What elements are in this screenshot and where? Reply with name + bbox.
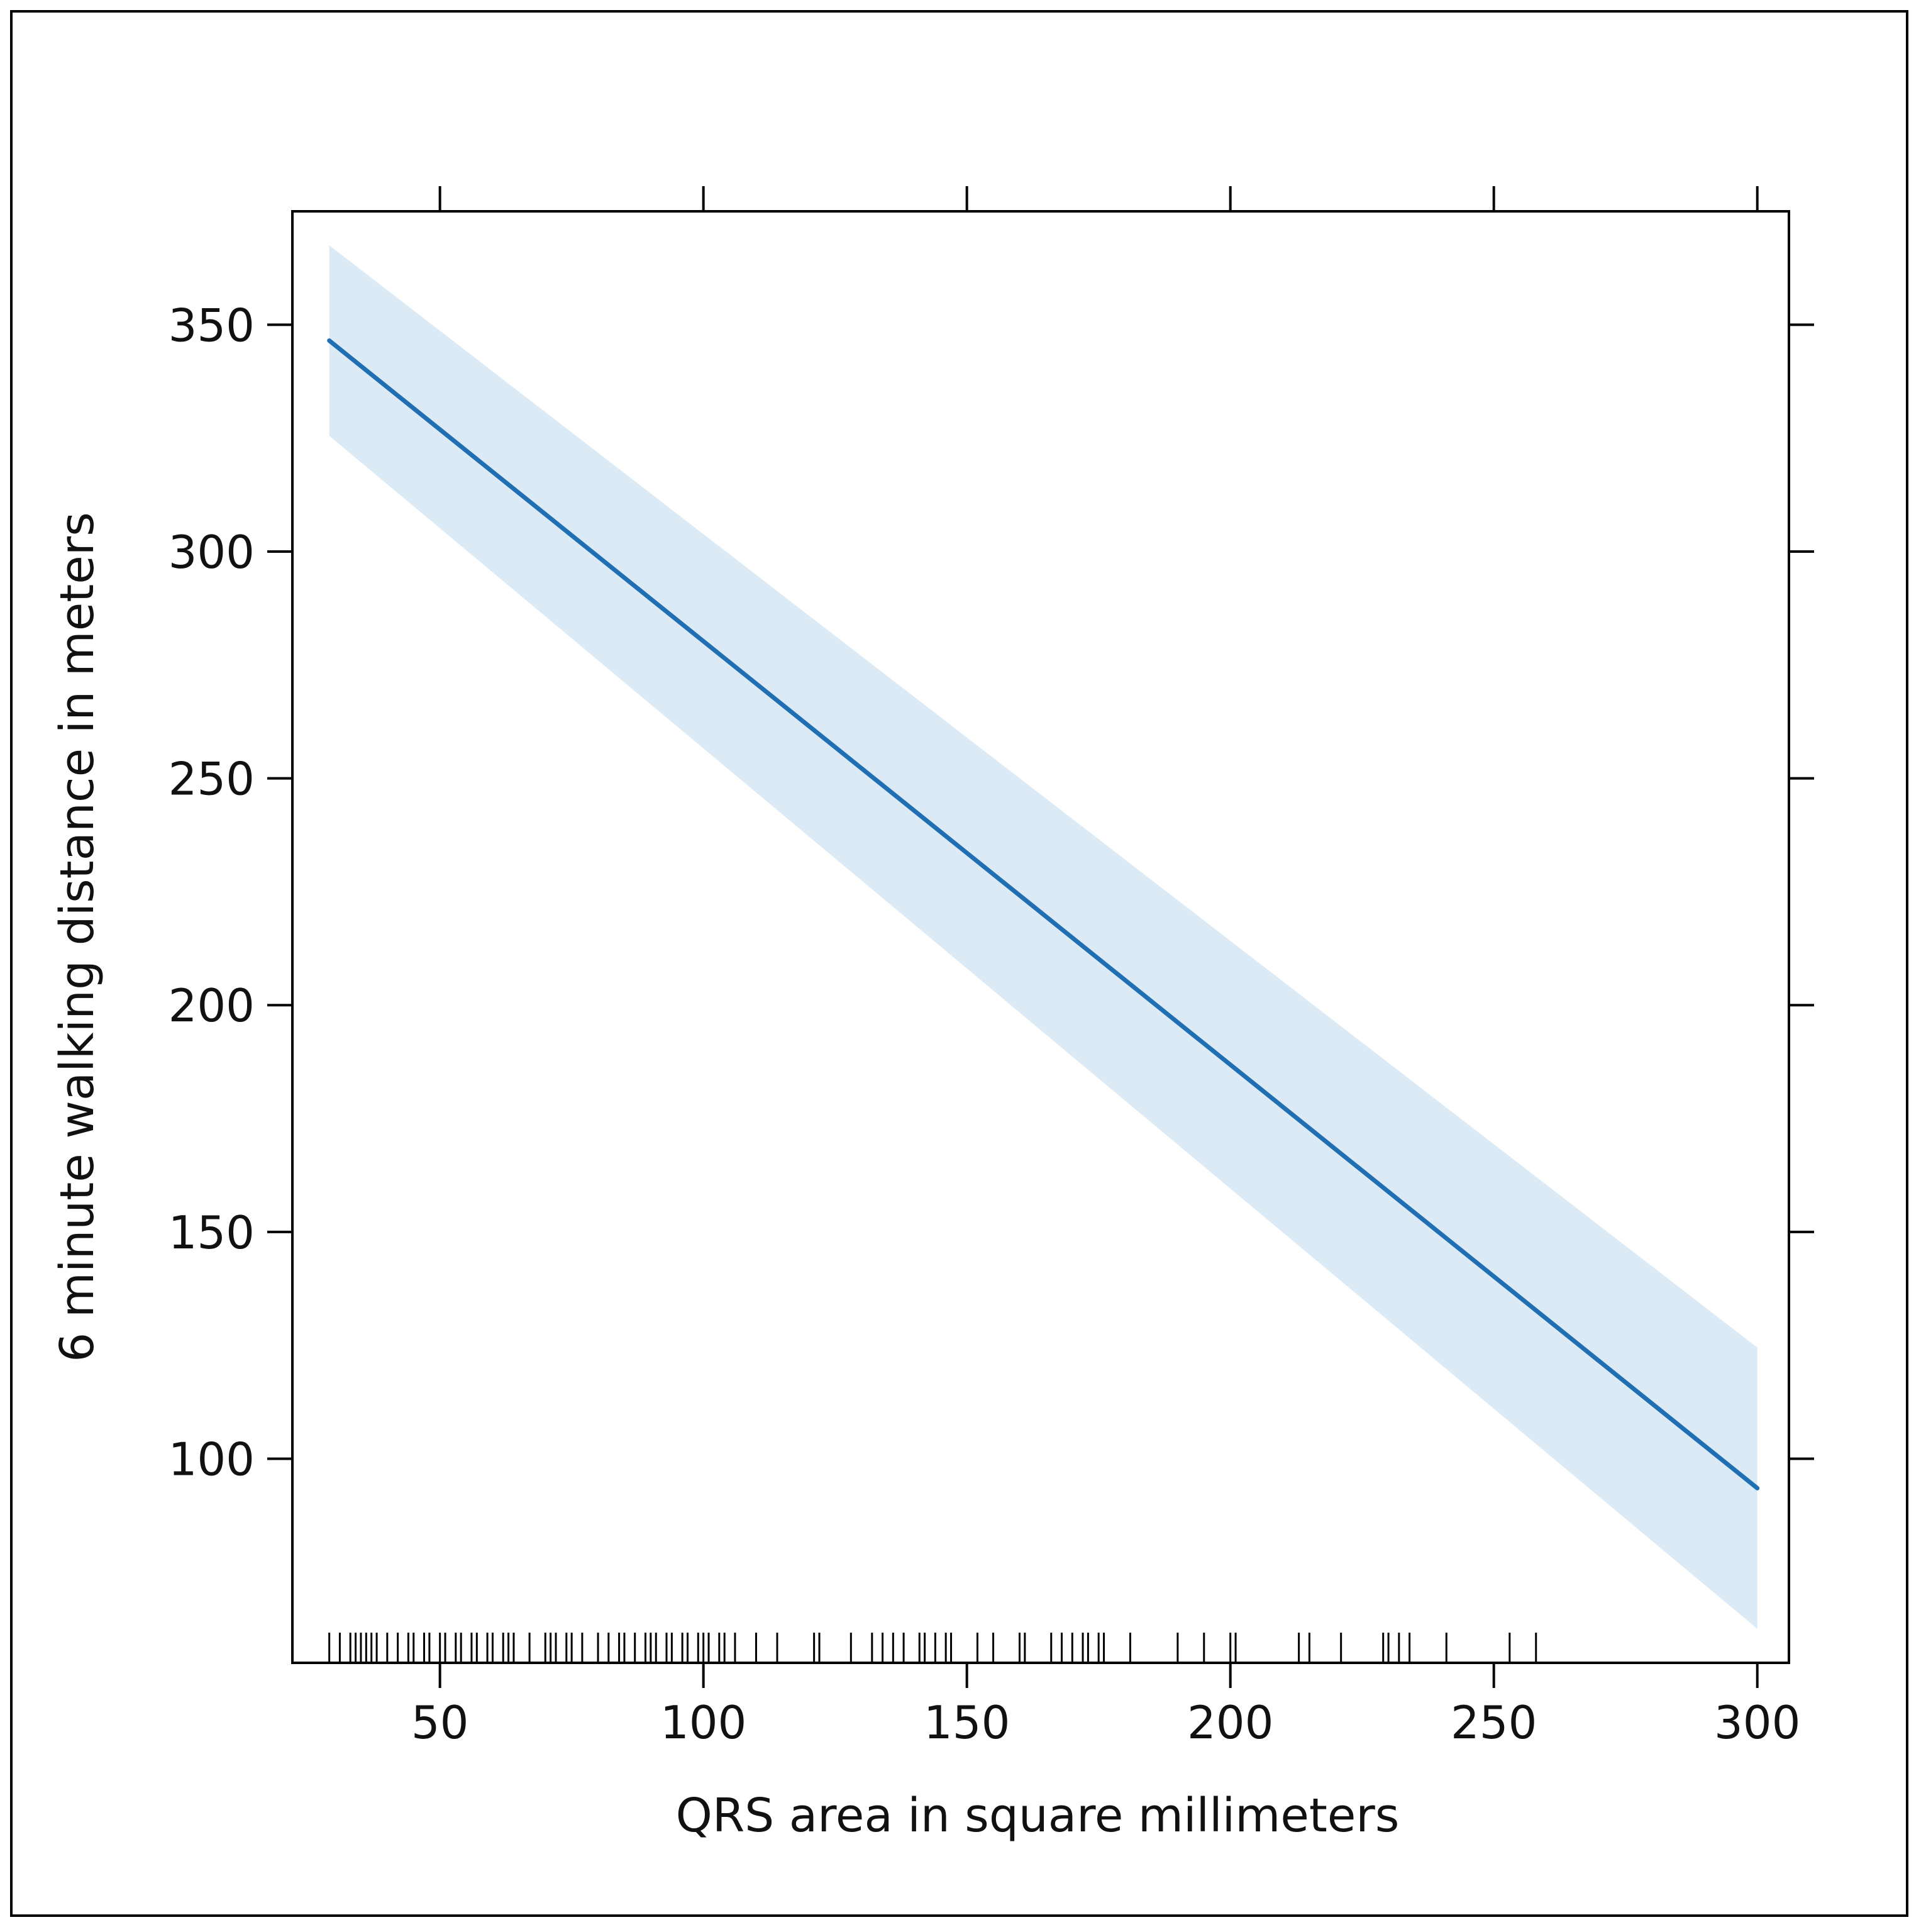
x-tick-label: 150 — [924, 1696, 1010, 1749]
x-tick-label: 100 — [660, 1696, 746, 1749]
rug-layer — [328, 1633, 1537, 1663]
y-axis-title: 6 minute walking distance in meters — [50, 512, 104, 1362]
x-tick-label: 50 — [411, 1696, 469, 1749]
y-tick-label: 100 — [169, 1433, 255, 1485]
figure-frame — [10, 10, 1908, 1917]
confidence-band-layer — [329, 245, 1757, 1629]
y-tick-label: 300 — [169, 526, 255, 579]
confidence-band — [329, 245, 1757, 1629]
y-tick-label: 200 — [169, 979, 255, 1032]
y-tick-label: 350 — [169, 299, 255, 352]
x-axis-title: QRS area in square millimeters — [676, 1789, 1400, 1843]
axes-layer — [267, 186, 1814, 1688]
x-tick-label: 200 — [1187, 1696, 1273, 1749]
y-tick-label: 250 — [169, 753, 255, 806]
x-tick-label: 250 — [1451, 1696, 1537, 1749]
tick-labels-layer: 50 100 150 200 250 300 100 150 200 250 300 350 — [169, 299, 1801, 1749]
plot-border — [291, 210, 1790, 1664]
series-line-fitted — [327, 338, 1760, 1491]
y-tick-label: 150 — [169, 1206, 255, 1259]
x-tick-label: 300 — [1714, 1696, 1800, 1749]
fitted-line-layer — [327, 338, 1760, 1491]
